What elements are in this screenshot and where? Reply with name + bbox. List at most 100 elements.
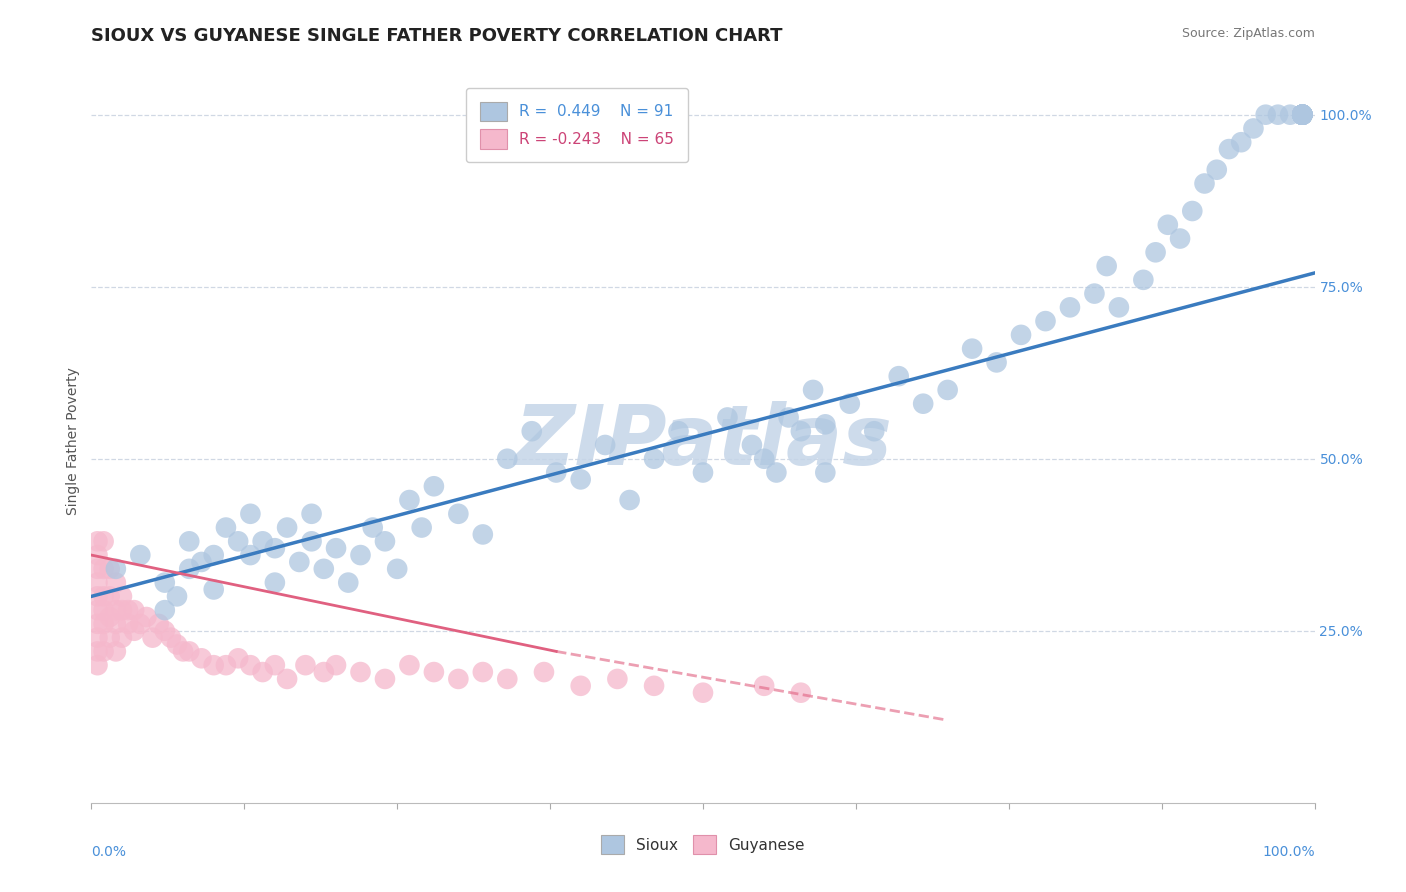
Point	[129, 616, 152, 631]
Point	[754, 679, 776, 693]
Point	[1291, 108, 1313, 122]
Point	[1291, 108, 1313, 122]
Point	[122, 603, 145, 617]
Point	[986, 355, 1008, 369]
Point	[117, 603, 139, 617]
Point	[1144, 245, 1167, 260]
Point	[838, 397, 860, 411]
Point	[215, 658, 238, 673]
Point	[569, 472, 592, 486]
Point	[179, 534, 201, 549]
Point	[86, 590, 108, 604]
Point	[801, 383, 824, 397]
Point	[264, 658, 287, 673]
Point	[1243, 121, 1265, 136]
Point	[190, 651, 212, 665]
Point	[668, 424, 690, 438]
Point	[226, 651, 249, 665]
Point	[1291, 108, 1313, 122]
Point	[301, 507, 323, 521]
Point	[692, 686, 714, 700]
Point	[1291, 108, 1313, 122]
Point	[692, 466, 714, 480]
Y-axis label: Single Father Poverty: Single Father Poverty	[66, 368, 80, 516]
Point	[111, 631, 134, 645]
Point	[398, 658, 420, 673]
Point	[104, 575, 127, 590]
Point	[86, 575, 108, 590]
Point	[533, 665, 555, 679]
Point	[1291, 108, 1313, 122]
Point	[912, 397, 935, 411]
Point	[1108, 301, 1130, 315]
Point	[936, 383, 959, 397]
Point	[86, 548, 108, 562]
Point	[312, 665, 335, 679]
Point	[1095, 259, 1118, 273]
Point	[86, 631, 108, 645]
Point	[141, 631, 163, 645]
Point	[86, 603, 108, 617]
Point	[716, 410, 738, 425]
Point	[98, 562, 121, 576]
Point	[239, 658, 262, 673]
Point	[325, 658, 347, 673]
Point	[1083, 286, 1105, 301]
Point	[312, 562, 335, 576]
Point	[374, 534, 396, 549]
Point	[93, 590, 115, 604]
Point	[153, 624, 176, 638]
Point	[111, 590, 134, 604]
Point	[301, 534, 323, 549]
Point	[122, 624, 145, 638]
Point	[215, 520, 238, 534]
Point	[226, 534, 249, 549]
Point	[471, 665, 494, 679]
Point	[276, 672, 298, 686]
Text: 0.0%: 0.0%	[91, 846, 127, 859]
Point	[741, 438, 763, 452]
Point	[1291, 108, 1313, 122]
Point	[349, 665, 371, 679]
Point	[1291, 108, 1313, 122]
Point	[1059, 301, 1081, 315]
Point	[264, 575, 287, 590]
Point	[1291, 108, 1313, 122]
Point	[179, 644, 201, 658]
Point	[643, 451, 665, 466]
Point	[423, 665, 446, 679]
Point	[1035, 314, 1057, 328]
Point	[593, 438, 616, 452]
Point	[129, 548, 152, 562]
Point	[398, 493, 420, 508]
Point	[93, 534, 115, 549]
Point	[148, 616, 170, 631]
Point	[1168, 231, 1191, 245]
Point	[166, 590, 188, 604]
Point	[1230, 135, 1253, 149]
Point	[1291, 108, 1313, 122]
Point	[361, 520, 384, 534]
Point	[276, 520, 298, 534]
Point	[643, 679, 665, 693]
Text: 100.0%: 100.0%	[1263, 846, 1315, 859]
Point	[160, 631, 183, 645]
Point	[1291, 108, 1313, 122]
Point	[496, 451, 519, 466]
Point	[814, 466, 837, 480]
Point	[520, 424, 543, 438]
Point	[86, 562, 108, 576]
Point	[1218, 142, 1240, 156]
Point	[471, 527, 494, 541]
Point	[104, 603, 127, 617]
Point	[1157, 218, 1180, 232]
Point	[1010, 327, 1032, 342]
Point	[619, 493, 641, 508]
Point	[98, 590, 121, 604]
Point	[374, 672, 396, 686]
Point	[1132, 273, 1154, 287]
Text: Source: ZipAtlas.com: Source: ZipAtlas.com	[1181, 27, 1315, 40]
Point	[104, 562, 127, 576]
Point	[863, 424, 886, 438]
Point	[778, 410, 800, 425]
